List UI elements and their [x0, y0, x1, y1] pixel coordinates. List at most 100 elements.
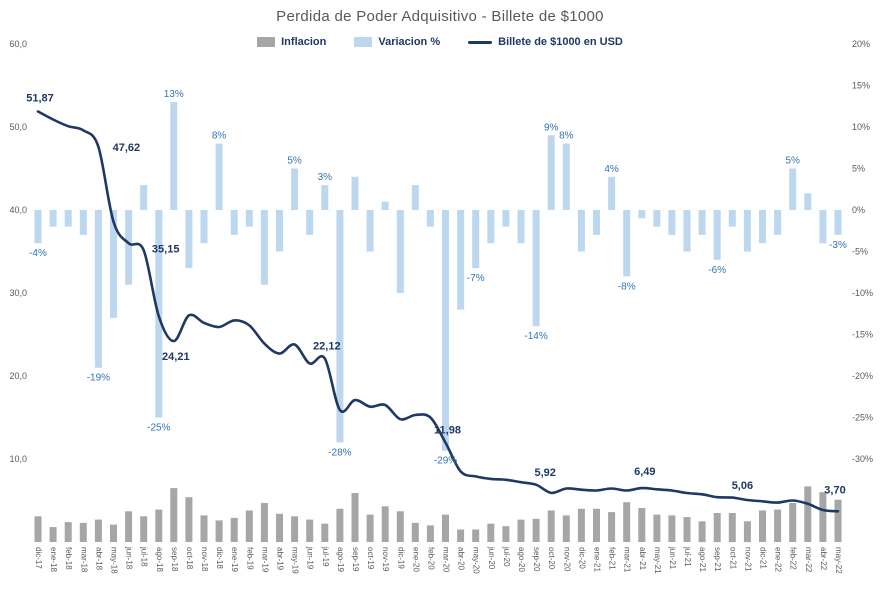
svg-text:24,21: 24,21	[162, 351, 190, 363]
svg-text:51,87: 51,87	[26, 93, 54, 105]
svg-text:-14%: -14%	[524, 331, 547, 342]
legend-item-inflacion: Inflacion	[257, 36, 326, 48]
svg-text:-8%: -8%	[618, 281, 636, 292]
svg-text:may-19: may-19	[291, 547, 300, 574]
svg-text:3,70: 3,70	[824, 484, 845, 496]
svg-text:-3%: -3%	[829, 240, 847, 251]
svg-text:mar-20: mar-20	[442, 547, 451, 573]
inflacion-swatch-icon	[257, 37, 276, 47]
svg-text:oct-19: oct-19	[366, 547, 375, 570]
svg-text:dic-21: dic-21	[759, 547, 768, 569]
svg-text:jul-19: jul-19	[321, 546, 330, 567]
svg-text:-30%: -30%	[852, 454, 873, 464]
svg-text:8%: 8%	[559, 131, 574, 142]
legend-label-inflacion: Inflacion	[281, 36, 327, 48]
svg-text:oct-18: oct-18	[185, 547, 194, 570]
svg-text:mar-21: mar-21	[623, 547, 632, 573]
svg-text:nov-21: nov-21	[743, 547, 752, 572]
svg-text:jun-19: jun-19	[306, 546, 315, 570]
svg-text:ene-21: ene-21	[593, 547, 602, 572]
svg-text:abr-20: abr-20	[457, 547, 466, 571]
svg-text:mar-19: mar-19	[260, 547, 269, 573]
svg-text:10%: 10%	[852, 122, 870, 132]
svg-text:4%: 4%	[604, 164, 619, 175]
svg-text:feb-21: feb-21	[608, 547, 617, 570]
svg-text:sep-18: sep-18	[170, 547, 179, 572]
svg-text:35,15: 35,15	[152, 243, 180, 255]
svg-text:5,06: 5,06	[732, 480, 753, 492]
svg-text:11,98: 11,98	[434, 425, 461, 437]
svg-text:-4%: -4%	[29, 248, 47, 259]
svg-text:feb-20: feb-20	[426, 547, 435, 570]
legend-item-variacion: Variacion %	[354, 36, 440, 48]
svg-text:jun-20: jun-20	[487, 546, 496, 570]
svg-text:-20%: -20%	[852, 371, 873, 381]
legend-label-variacion: Variacion %	[378, 36, 441, 48]
svg-text:ago-20: ago-20	[517, 547, 526, 572]
svg-text:jun-18: jun-18	[125, 546, 134, 570]
legend-item-billete: Billete de $1000 en USD	[468, 36, 623, 48]
svg-text:50,0: 50,0	[9, 122, 27, 132]
svg-text:abr-22: abr-22	[819, 547, 828, 571]
svg-text:15%: 15%	[852, 81, 870, 91]
svg-text:may-20: may-20	[472, 547, 481, 574]
svg-text:abr-19: abr-19	[276, 547, 285, 571]
svg-text:20,0: 20,0	[9, 371, 27, 381]
svg-text:ene-19: ene-19	[230, 547, 239, 572]
legend-label-billete: Billete de $1000 en USD	[498, 36, 623, 48]
svg-text:5,92: 5,92	[534, 467, 555, 479]
svg-text:dic-20: dic-20	[577, 547, 586, 569]
svg-text:-19%: -19%	[87, 373, 110, 384]
svg-text:0%: 0%	[852, 205, 865, 215]
svg-text:feb-22: feb-22	[789, 547, 798, 570]
svg-text:6,49: 6,49	[634, 466, 655, 478]
svg-text:feb-18: feb-18	[64, 547, 73, 570]
svg-text:jul-18: jul-18	[140, 546, 149, 567]
svg-text:10,0: 10,0	[9, 454, 27, 464]
svg-text:5%: 5%	[287, 156, 302, 167]
svg-text:5%: 5%	[852, 164, 865, 174]
svg-text:sep-21: sep-21	[713, 547, 722, 572]
svg-text:mar-18: mar-18	[79, 547, 88, 573]
svg-text:may-18: may-18	[110, 547, 119, 574]
svg-text:dic-19: dic-19	[396, 547, 405, 569]
svg-text:20%: 20%	[852, 39, 870, 49]
svg-text:nov-18: nov-18	[200, 547, 209, 572]
svg-text:-10%: -10%	[852, 288, 873, 298]
svg-text:-25%: -25%	[147, 423, 170, 434]
svg-text:-25%: -25%	[852, 413, 873, 423]
svg-text:may-22: may-22	[834, 547, 843, 574]
svg-text:-28%: -28%	[328, 447, 351, 458]
svg-text:dic-18: dic-18	[215, 547, 224, 569]
svg-text:oct-20: oct-20	[547, 547, 556, 570]
svg-text:-29%: -29%	[434, 456, 457, 467]
svg-text:ene-22: ene-22	[774, 547, 783, 572]
svg-text:5%: 5%	[785, 156, 800, 167]
svg-text:abr-21: abr-21	[638, 547, 647, 571]
svg-text:8%: 8%	[212, 131, 227, 142]
svg-text:nov-20: nov-20	[562, 547, 571, 572]
chart-legend: Inflacion Variacion % Billete de $1000 e…	[0, 36, 880, 48]
svg-text:3%: 3%	[318, 172, 333, 183]
svg-text:ago-21: ago-21	[698, 547, 707, 572]
svg-text:ene-18: ene-18	[49, 547, 58, 572]
svg-text:dic-17: dic-17	[34, 547, 43, 569]
svg-text:feb-19: feb-19	[245, 547, 254, 570]
svg-text:9%: 9%	[544, 122, 559, 133]
svg-text:oct-21: oct-21	[728, 547, 737, 570]
svg-text:ago-19: ago-19	[336, 547, 345, 572]
svg-text:ene-20: ene-20	[411, 547, 420, 572]
svg-text:-7%: -7%	[467, 273, 485, 284]
svg-text:-6%: -6%	[708, 265, 726, 276]
svg-text:47,62: 47,62	[113, 142, 141, 154]
svg-text:jul-20: jul-20	[502, 546, 511, 567]
svg-text:40,0: 40,0	[9, 205, 27, 215]
variacion-swatch-icon	[354, 37, 373, 47]
svg-text:sep-19: sep-19	[351, 547, 360, 572]
svg-text:jun-21: jun-21	[668, 546, 677, 570]
svg-text:30,0: 30,0	[9, 288, 27, 298]
svg-text:mar-22: mar-22	[804, 547, 813, 573]
svg-text:-15%: -15%	[852, 330, 873, 340]
svg-text:-5%: -5%	[852, 247, 868, 257]
